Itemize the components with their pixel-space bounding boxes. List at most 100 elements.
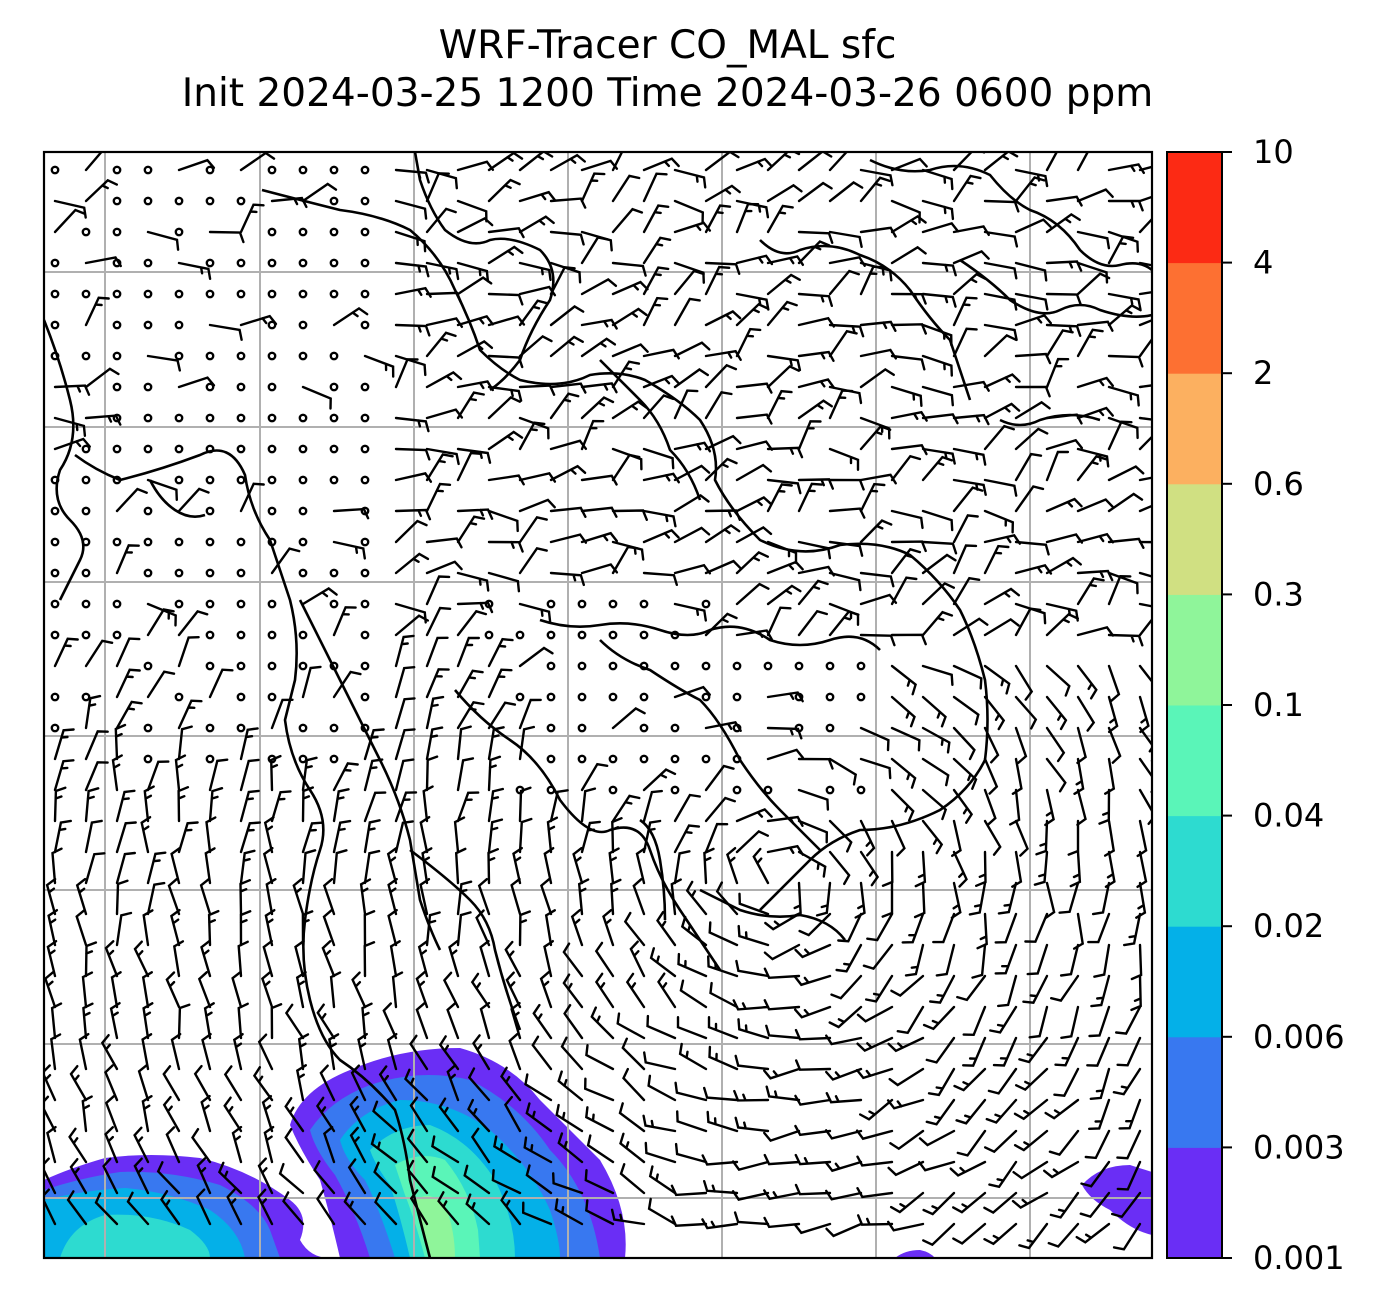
calm-wind-circle [50, 723, 60, 733]
wind-barb [763, 1067, 801, 1080]
calm-wind-circle [112, 444, 122, 454]
wind-barb [704, 184, 741, 203]
wind-barb [115, 789, 136, 823]
wind-barb [921, 385, 954, 407]
wind-barb [262, 939, 274, 978]
wind-barb [197, 971, 212, 1009]
wind-barb [1076, 788, 1087, 826]
calm-wind-circle [763, 661, 773, 671]
wind-barb [680, 915, 708, 947]
wind-barb [142, 1002, 154, 1040]
wind-barb [983, 292, 1018, 311]
wind-barb [997, 881, 1018, 915]
wind-barb [425, 668, 450, 699]
wind-barb [797, 152, 833, 172]
wind-barb [1076, 454, 1108, 482]
wind-barb [994, 943, 1018, 975]
wind-barb [1058, 881, 1080, 914]
wind-barb [562, 973, 584, 1009]
wind-barb [223, 1065, 243, 1102]
wind-barb [363, 910, 376, 947]
wind-barb [1076, 695, 1096, 732]
wind-barb [343, 1191, 367, 1226]
wind-barb [177, 261, 212, 280]
wind-barb [1045, 195, 1083, 207]
chart-title: WRF-Tracer CO_MAL sfc Init 2024-03-25 12… [0, 22, 1335, 118]
wind-barb [394, 666, 416, 699]
wind-barb [704, 261, 741, 275]
wind-barb [1138, 195, 1152, 203]
wind-barb [1014, 292, 1049, 311]
wind-barb [983, 788, 997, 826]
wind-barb [1050, 974, 1080, 1002]
calm-wind-circle [236, 661, 246, 671]
wind-barb [454, 847, 467, 885]
wind-barb [394, 820, 414, 854]
wind-barb [301, 385, 332, 410]
wind-barb [177, 1003, 191, 1040]
wind-barb [53, 759, 75, 792]
wind-barb [983, 587, 1020, 606]
wind-barb [456, 276, 493, 296]
wind-barb [115, 637, 141, 668]
wind-barb [1076, 320, 1114, 332]
wind-barb [263, 816, 275, 854]
wind-barb [793, 1222, 832, 1235]
wind-barb [983, 478, 1018, 497]
calm-wind-circle [81, 289, 91, 299]
wind-barb [363, 849, 381, 885]
wind-barb [479, 939, 491, 978]
calm-wind-circle [174, 196, 184, 206]
calm-wind-circle [50, 351, 60, 361]
wind-barb [518, 261, 552, 282]
wind-barb [442, 971, 460, 1009]
calm-wind-circle [360, 165, 370, 175]
wind-barb [766, 389, 793, 420]
wind-barb [1107, 292, 1142, 311]
wind-barb [475, 909, 491, 947]
wind-barb [1107, 230, 1139, 253]
wind-barb [673, 368, 709, 389]
wind-barb [549, 533, 588, 544]
calm-wind-circle [50, 289, 60, 299]
wind-barb [425, 755, 439, 792]
wind-barb [673, 850, 691, 885]
calm-wind-circle [732, 692, 742, 702]
wind-barb [1107, 726, 1122, 764]
calm-wind-circle [174, 413, 184, 423]
calm-wind-circle [174, 568, 184, 578]
wind-barb [859, 519, 893, 544]
wind-barb [231, 1125, 243, 1164]
wind-barb [508, 1033, 522, 1071]
wind-barb [239, 203, 265, 234]
calm-wind-circle [236, 258, 246, 268]
wind-barb [1014, 261, 1048, 282]
calm-wind-circle [577, 723, 587, 733]
wind-barb [549, 571, 585, 587]
wind-barb [763, 1129, 801, 1143]
wind-barb [549, 230, 585, 246]
wind-barb [208, 787, 224, 823]
wind-barb [673, 389, 699, 420]
wind-barb [69, 1158, 88, 1195]
wind-barb [196, 1157, 212, 1195]
wind-barb [394, 416, 430, 433]
wind-barb [704, 310, 742, 327]
wind-barb [316, 1003, 336, 1040]
wind-barb [1045, 450, 1070, 482]
calm-wind-circle [794, 723, 804, 733]
wind-barb [983, 617, 1020, 637]
wind-barb [922, 1005, 956, 1031]
wind-barb [257, 1033, 274, 1071]
wind-barb [704, 612, 738, 637]
wind-barb [989, 1005, 1018, 1034]
wind-barb [239, 758, 260, 792]
wind-barb [608, 847, 620, 885]
wind-barb [921, 726, 951, 754]
calm-wind-circle [143, 723, 153, 733]
wind-barb [673, 526, 711, 544]
wind-barb [580, 820, 601, 854]
wind-barb [701, 1154, 739, 1166]
calm-wind-circle [608, 630, 618, 640]
wind-barb [115, 700, 143, 730]
